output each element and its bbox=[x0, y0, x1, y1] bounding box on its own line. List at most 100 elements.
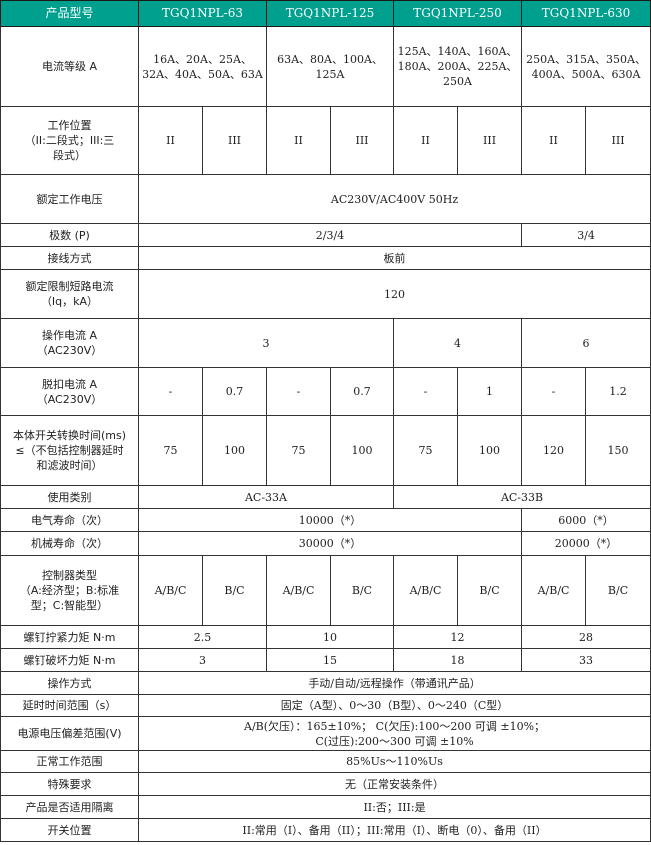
table-row: 电气寿命（次） 10000（*） 6000（*） bbox=[0, 508, 651, 532]
header-model-63: TGQ1NPL-63 bbox=[138, 0, 267, 27]
table-cell: 18 bbox=[393, 648, 523, 672]
table-cell: 3 bbox=[138, 648, 267, 672]
table-row: 工作位置 （II:二段式；III:三 段式） II III II III II III II I… bbox=[0, 106, 651, 175]
table-cell: AC-33A bbox=[137, 485, 395, 509]
table-cell: 75 bbox=[138, 415, 203, 486]
table-cell: II bbox=[266, 106, 331, 175]
table-cell: AC230V/AC400V 50Hz bbox=[137, 174, 651, 224]
table-row: 螺钉拧紧力矩 N·m 2.5 10 12 28 bbox=[0, 625, 651, 649]
row-label: 脱扣电流 A （AC230V） bbox=[0, 367, 139, 416]
row-label: 额定限制短路电流 （Iq，kA） bbox=[0, 269, 139, 319]
table-cell: 120 bbox=[137, 269, 651, 319]
table-cell: II bbox=[393, 106, 459, 175]
row-label: 本体开关转换时间(ms) ≤（不包括控制器延时 和滤波时间） bbox=[0, 415, 139, 486]
table-cell: 28 bbox=[521, 625, 651, 649]
table-cell: 1.2 bbox=[585, 367, 651, 416]
header-row: 产品型号 TGQ1NPL-63 TGQ1NPL-125 TGQ1NPL-250 … bbox=[0, 0, 651, 27]
table-cell: 120 bbox=[521, 415, 587, 486]
table-cell: 100 bbox=[329, 415, 395, 486]
table-row: 接线方式 板前 bbox=[0, 246, 651, 270]
table-cell: - bbox=[266, 367, 331, 416]
table-cell: 12 bbox=[393, 625, 523, 649]
table-cell: B/C bbox=[202, 555, 267, 626]
table-cell: 125A、140A、160A、 180A、200A、225A、 250A bbox=[393, 26, 523, 107]
table-cell: 3 bbox=[137, 318, 395, 368]
table-cell: III bbox=[329, 106, 395, 175]
row-label: 控制器类型 （A:经济型；B:标准 型；C:智能型） bbox=[0, 555, 139, 626]
table-cell: 63A、80A、100A、 125A bbox=[265, 26, 395, 107]
table-cell: 15 bbox=[265, 648, 395, 672]
table-cell: A/B/C bbox=[393, 555, 459, 626]
table-cell: 手动/自动/远程操作（带通讯产品） bbox=[137, 671, 651, 695]
table-row: 特殊要求 无（正常安装条件） bbox=[0, 772, 651, 796]
table-row: 脱扣电流 A （AC230V） -0.7-0.7-1-1.2 bbox=[0, 367, 651, 416]
table-row: 电源电压偏差范围(V) A/B(欠压）：165±10%； C(欠压):100～20… bbox=[0, 716, 651, 751]
row-label: 电气寿命（次） bbox=[0, 508, 139, 532]
table-cell: 0.7 bbox=[329, 367, 395, 416]
row-label: 正常工作范围 bbox=[0, 750, 139, 773]
table-cell: III bbox=[585, 106, 651, 175]
row-label: 使用类别 bbox=[0, 485, 139, 509]
row-label: 电源电压偏差范围(V) bbox=[0, 716, 139, 751]
table-row: 操作电流 A （AC230V） 3 4 6 bbox=[0, 318, 651, 368]
table-row: 螺钉破坏力矩 N·m 3 15 18 33 bbox=[0, 648, 651, 672]
table-cell: 33 bbox=[521, 648, 651, 672]
table-row: 电流等级 A 16A、20A、25A、 32A、40A、50A、63A 63A、80… bbox=[0, 26, 651, 107]
table-cell: A/B/C bbox=[138, 555, 203, 626]
table-cell: 16A、20A、25A、 32A、40A、50A、63A bbox=[138, 26, 267, 107]
table-cell: 2/3/4 bbox=[137, 223, 523, 247]
table-cell: II:否；III:是 bbox=[137, 795, 651, 819]
header-model-630: TGQ1NPL-630 bbox=[521, 0, 651, 27]
table-row: 开关位置 II:常用（I）、备用（II）；III:常用（I）、断电（0）、备用（I… bbox=[0, 818, 651, 842]
table-row: 本体开关转换时间(ms) ≤（不包括控制器延时 和滤波时间） 75 100 75 100… bbox=[0, 415, 651, 486]
table-cell: 固定（A型）、0～30（B型）、0～240（C型） bbox=[137, 694, 651, 717]
table-cell: 2.5 bbox=[138, 625, 267, 649]
table-cell: 30000（*） bbox=[137, 531, 523, 556]
row-label: 额定工作电压 bbox=[0, 174, 139, 224]
table-cell: II bbox=[138, 106, 203, 175]
table-cell: 20000（*） bbox=[521, 531, 651, 556]
row-label: 延时时间范围（s） bbox=[0, 694, 139, 717]
table-cell: - bbox=[138, 367, 203, 416]
table-row: 控制器类型 （A:经济型；B:标准 型；C:智能型） A/B/C B/C A/B/C B… bbox=[0, 555, 651, 626]
table-row: 正常工作范围 85%Us～110%Us bbox=[0, 750, 651, 773]
table-cell: 1 bbox=[457, 367, 523, 416]
row-label: 操作电流 A （AC230V） bbox=[0, 318, 139, 368]
table-cell: 75 bbox=[393, 415, 459, 486]
row-label: 工作位置 （II:二段式；III:三 段式） bbox=[0, 106, 139, 175]
table-cell: 75 bbox=[266, 415, 331, 486]
row-label: 电流等级 A bbox=[0, 26, 139, 107]
table-cell: AC-33B bbox=[393, 485, 651, 509]
table-row: 操作方式 手动/自动/远程操作（带通讯产品） bbox=[0, 671, 651, 695]
row-label: 开关位置 bbox=[0, 818, 139, 842]
table-cell: 250A、315A、350A、 400A、500A、630A bbox=[521, 26, 651, 107]
table-cell: 10 bbox=[265, 625, 395, 649]
row-label: 螺钉拧紧力矩 N·m bbox=[0, 625, 139, 649]
table-cell: A/B/C bbox=[521, 555, 587, 626]
table-cell: 无（正常安装条件） bbox=[137, 772, 651, 796]
row-label: 特殊要求 bbox=[0, 772, 139, 796]
table-cell: 100 bbox=[202, 415, 267, 486]
row-label: 机械寿命（次） bbox=[0, 531, 139, 556]
table-cell: III bbox=[457, 106, 523, 175]
row-label: 螺钉破坏力矩 N·m bbox=[0, 648, 139, 672]
table-cell: A/B(欠压）：165±10%； C(欠压):100～200 可调 ±10%； … bbox=[137, 716, 651, 751]
table-row: 使用类别 AC-33A AC-33B bbox=[0, 485, 651, 509]
table-cell: II bbox=[521, 106, 587, 175]
header-product-model: 产品型号 bbox=[0, 0, 139, 27]
table-cell: 10000（*） bbox=[137, 508, 523, 532]
table-cell: 板前 bbox=[137, 246, 651, 270]
table-cell: 4 bbox=[393, 318, 523, 368]
table-cell: B/C bbox=[329, 555, 395, 626]
row-label: 产品是否适用隔离 bbox=[0, 795, 139, 819]
table-cell: - bbox=[393, 367, 459, 416]
table-cell: 85%Us～110%Us bbox=[137, 750, 651, 773]
table-cell: III bbox=[202, 106, 267, 175]
table-row: 延时时间范围（s） 固定（A型）、0～30（B型）、0～240（C型） bbox=[0, 694, 651, 717]
table-row: 产品是否适用隔离 II:否；III:是 bbox=[0, 795, 651, 819]
table-cell: 150 bbox=[585, 415, 651, 486]
table-row: 极数 (P) 2/3/4 3/4 bbox=[0, 223, 651, 247]
header-model-125: TGQ1NPL-125 bbox=[265, 0, 395, 27]
spec-table-body: 电流等级 A 16A、20A、25A、 32A、40A、50A、63A 63A、80… bbox=[0, 26, 651, 842]
